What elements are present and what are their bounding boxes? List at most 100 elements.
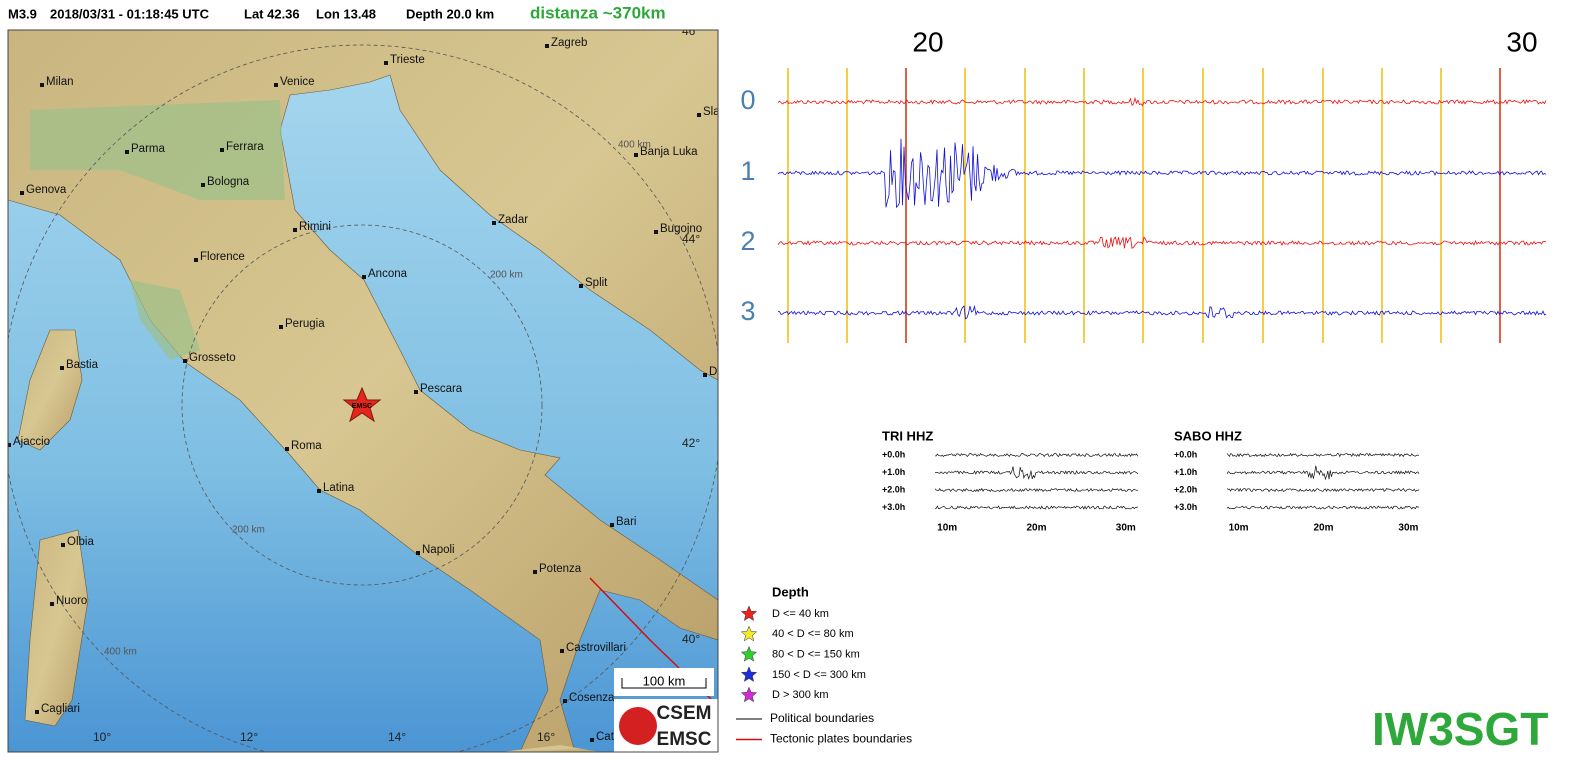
city-dot [35, 710, 39, 714]
minute-label: 20 [912, 26, 943, 57]
city-dot [279, 325, 283, 329]
distance: distanza ~370km [530, 3, 666, 22]
city-label: Cosenza [569, 692, 615, 704]
ring-label: 400 km [618, 140, 651, 151]
heli-row-label: +2.0h [882, 484, 905, 494]
city-label: Split [585, 277, 608, 289]
city-dot [60, 366, 64, 370]
ring-label: 200 km [490, 270, 523, 281]
map-frame [7, 29, 719, 753]
city-label: Zagreb [551, 37, 587, 49]
legend-title: Depth [772, 584, 809, 599]
legend-label: 150 < D <= 300 km [772, 669, 866, 681]
city-dot [654, 230, 658, 234]
heli-title: TRI HHZ [882, 428, 933, 443]
lat-label: 44° [682, 232, 700, 246]
heli-row-label: +3.0h [882, 502, 905, 512]
lon-label: 16° [537, 730, 555, 744]
city-label: Parma [131, 143, 165, 155]
trace [777, 138, 1547, 209]
city-dot [560, 649, 564, 653]
city-label: Slav [703, 106, 726, 118]
heli-trace [934, 487, 1138, 493]
lon-label: 12° [240, 730, 258, 744]
city-dot [362, 275, 366, 279]
trace [777, 236, 1547, 249]
city-dot [563, 699, 567, 703]
epicenter-star [342, 386, 382, 423]
heli-trace [1226, 505, 1420, 510]
city-label: Bastia [66, 359, 99, 371]
legend-star [740, 686, 758, 703]
city-label: Ajaccio [13, 436, 50, 448]
city-dot [274, 83, 278, 87]
star-label: EMSC [352, 403, 372, 410]
city-label: Bari [616, 516, 636, 528]
heli-x-label: 10m [937, 523, 957, 534]
city-dot [416, 551, 420, 555]
city-label: Cagliari [41, 703, 80, 715]
lon-label: 10° [93, 730, 111, 744]
legend-label: D <= 40 km [772, 608, 829, 620]
lat-label: 46 [682, 24, 696, 38]
heli-trace [934, 466, 1139, 480]
city-label: Rimini [299, 221, 331, 233]
city-dot [8, 443, 11, 447]
heli-row-label: +0.0h [1174, 449, 1197, 459]
header: M3.9 2018/03/31 - 01:18:45 UTC Lat 42.36… [8, 3, 666, 22]
city-dot [317, 489, 321, 493]
heli-x-label: 30m [1116, 523, 1136, 534]
city-dot [183, 359, 187, 363]
trace-label: 3 [740, 296, 755, 326]
helicorders: TRI HHZ +0.0h +1.0h +2.0h +3.0h 10m 20m 30m SABO… [882, 428, 1420, 534]
city-label: Latina [323, 482, 355, 494]
logo-text: EMSC [657, 729, 712, 750]
city-label: Venice [280, 76, 315, 88]
datetime: 2018/03/31 - 01:18:45 UTC [50, 6, 210, 21]
city-dot [414, 390, 418, 394]
scale-label: 100 km [643, 673, 686, 688]
city-label: Genova [26, 184, 67, 196]
city-label: Zadar [498, 214, 528, 226]
lat: Lat 42.36 [244, 6, 300, 21]
city-dot [40, 83, 44, 87]
ring-label: 200 km [232, 525, 265, 536]
corsica [17, 329, 83, 451]
ring-200 [181, 224, 543, 586]
legend: Depth D <= 40 km 40 < D <= 80 km 80 < D <= … [736, 584, 912, 746]
city-label: Castrovillari [566, 642, 626, 654]
city-label: Perugia [285, 318, 325, 330]
city-label: Bologna [207, 176, 250, 188]
heli-trace [1226, 452, 1420, 458]
city-label: Pescara [420, 383, 463, 395]
city-dot [384, 61, 388, 65]
city-label: Ferrara [226, 141, 264, 153]
trace [777, 304, 1547, 320]
city-dot [220, 148, 224, 152]
city-dot [293, 228, 297, 232]
legend-star [740, 666, 758, 682]
city-label: Olbia [67, 536, 94, 548]
logo-globe [619, 707, 657, 745]
city-dot [194, 258, 198, 262]
legend-star [740, 625, 758, 642]
city-dot [285, 447, 289, 451]
city-dot [533, 570, 537, 574]
city-dot [50, 602, 54, 606]
heli-x-label: 20m [1026, 523, 1046, 534]
ring-400 [8, 44, 718, 752]
legend-label: Political boundaries [770, 711, 874, 725]
scale-bar [621, 678, 707, 689]
city-dot [590, 738, 594, 742]
legend-star [740, 605, 758, 622]
heli-x-label: 20m [1313, 523, 1333, 534]
city-label: Trieste [390, 54, 425, 66]
city-dot [697, 113, 701, 117]
city-label: Potenza [539, 563, 582, 575]
lon-label: 14° [388, 730, 406, 744]
callsign: IW3SGT [1372, 703, 1548, 755]
minute-label: 30 [1506, 26, 1537, 57]
city-label: Banja Luka [640, 146, 698, 158]
map: Zagreb Milan Venice Trieste Slav Parma Ferrara… [8, 24, 726, 752]
